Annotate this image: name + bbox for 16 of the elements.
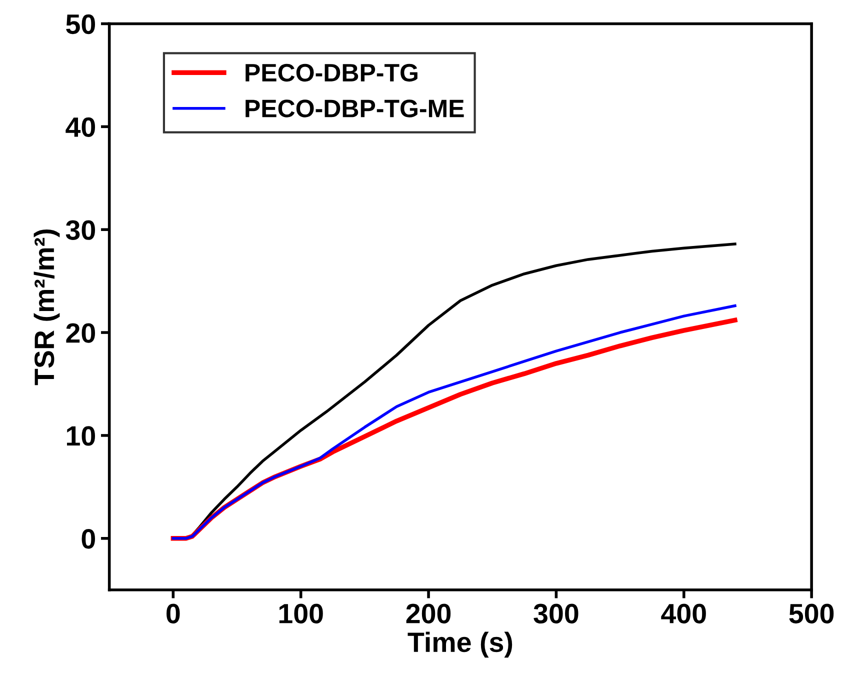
y-axis-title: TSR (m²/m²) (34, 229, 60, 386)
y-tick-label: 0 (82, 529, 95, 549)
x-tick-label: 100 (279, 604, 323, 624)
legend-label: PECO-DBP-TG-ME (246, 100, 464, 118)
x-axis-title: Time (s) (408, 632, 512, 658)
y-tick-label: 30 (66, 220, 95, 240)
y-tick-label: 20 (66, 323, 95, 343)
y-tick-label: 50 (66, 14, 95, 34)
y-tick-label: 40 (66, 117, 95, 137)
x-tick-label: 200 (406, 604, 451, 624)
legend-label: PECO-DBP-TG (246, 64, 418, 82)
x-tick-label: 300 (534, 604, 578, 624)
y-tick-label: 10 (66, 426, 95, 446)
x-tick-label: 400 (661, 604, 706, 624)
x-tick-label: 0 (166, 604, 180, 624)
x-tick-label: 500 (789, 604, 834, 624)
